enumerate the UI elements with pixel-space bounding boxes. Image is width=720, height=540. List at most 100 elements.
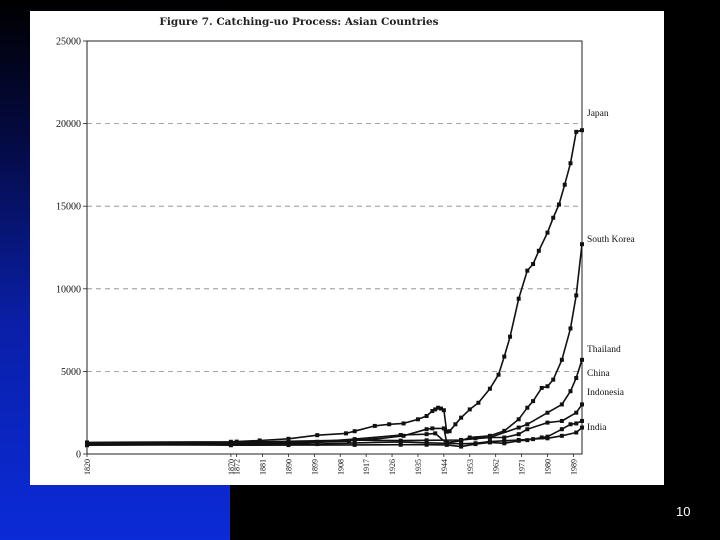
data-point-south-korea bbox=[525, 405, 530, 410]
y-tick-label: 25000 bbox=[56, 37, 81, 48]
data-point-japan bbox=[424, 414, 429, 419]
y-tick-label: 15000 bbox=[56, 202, 81, 213]
data-point-india bbox=[574, 430, 579, 435]
x-tick-label: 1820 bbox=[83, 459, 92, 475]
data-point-china bbox=[559, 427, 564, 432]
data-point-south-korea bbox=[424, 427, 429, 432]
data-point-indonesia bbox=[459, 437, 464, 442]
series-label-indonesia: Indonesia bbox=[587, 388, 625, 398]
data-point-japan bbox=[580, 128, 584, 133]
data-point-japan bbox=[467, 407, 472, 412]
data-point-india bbox=[85, 443, 89, 448]
series-line-japan bbox=[86, 129, 583, 444]
data-point-india bbox=[228, 442, 233, 447]
data-point-indonesia bbox=[502, 435, 507, 440]
data-point-south-korea bbox=[545, 384, 550, 389]
data-point-india bbox=[531, 437, 536, 442]
x-tick-label: 1917 bbox=[362, 459, 371, 475]
data-point-japan bbox=[496, 372, 501, 377]
x-tick-label: 1881 bbox=[259, 459, 268, 475]
y-tick-label: 10000 bbox=[56, 284, 81, 295]
x-tick-label: 1872 bbox=[233, 459, 242, 475]
data-point-indonesia bbox=[574, 410, 579, 415]
data-point-india bbox=[459, 441, 464, 446]
data-point-south-korea bbox=[502, 428, 507, 433]
data-point-china bbox=[580, 418, 584, 423]
series-line-thailand bbox=[86, 359, 583, 446]
data-point-japan bbox=[536, 248, 541, 253]
series-lines bbox=[85, 128, 584, 449]
data-point-japan bbox=[459, 415, 464, 420]
data-point-indonesia bbox=[516, 432, 521, 437]
y-tick-label: 5000 bbox=[61, 367, 81, 378]
data-point-india bbox=[352, 440, 357, 445]
x-tick-label: 1980 bbox=[543, 459, 552, 475]
data-point-indonesia bbox=[352, 437, 357, 442]
data-point-thailand bbox=[568, 389, 573, 394]
data-point-japan bbox=[401, 421, 406, 426]
data-point-japan bbox=[352, 429, 357, 434]
data-point-south-korea bbox=[467, 435, 472, 440]
data-point-south-korea bbox=[551, 377, 556, 382]
data-point-japan bbox=[556, 202, 561, 207]
data-point-japan bbox=[525, 268, 530, 273]
data-point-india bbox=[502, 438, 507, 443]
series-label-thailand: Thailand bbox=[587, 345, 621, 355]
series-label-china: China bbox=[587, 369, 610, 379]
data-point-south-korea bbox=[401, 433, 406, 438]
data-point-japan bbox=[257, 438, 262, 443]
data-point-japan bbox=[551, 215, 556, 220]
y-tick-label: 0 bbox=[76, 450, 81, 461]
y-tick-label: 20000 bbox=[56, 119, 81, 130]
data-point-india bbox=[559, 433, 564, 438]
data-point-south-korea bbox=[531, 399, 536, 404]
data-point-japan bbox=[568, 161, 573, 166]
data-point-india bbox=[315, 442, 320, 447]
data-point-indonesia bbox=[424, 432, 429, 437]
data-point-japan bbox=[545, 230, 550, 235]
data-point-china bbox=[574, 421, 579, 426]
data-point-india bbox=[398, 439, 403, 444]
y-tick-labels: 0 5000 10000 15000 20000 25000 bbox=[56, 37, 81, 461]
data-point-japan bbox=[415, 417, 420, 422]
data-point-japan bbox=[502, 354, 507, 359]
series-line-indonesia bbox=[87, 403, 583, 445]
slide-number: 10 bbox=[676, 504, 691, 519]
data-point-south-korea bbox=[516, 417, 521, 422]
data-point-thailand bbox=[580, 357, 584, 362]
data-point-thailand bbox=[574, 376, 579, 381]
series-labels: Japan South Korea Thailand China Indonesia In… bbox=[587, 109, 636, 433]
data-point-thailand bbox=[525, 422, 530, 427]
data-point-india bbox=[487, 439, 492, 444]
x-tick-label: 1870 bbox=[227, 459, 236, 475]
data-point-south-korea bbox=[346, 439, 351, 444]
data-point-japan bbox=[372, 423, 377, 428]
x-tick-label: 1989 bbox=[569, 459, 578, 475]
data-point-china bbox=[502, 441, 507, 446]
data-point-china bbox=[568, 422, 573, 427]
data-point-south-korea bbox=[580, 242, 584, 247]
data-point-south-korea bbox=[539, 385, 544, 390]
series-label-japan: Japan bbox=[587, 109, 609, 119]
data-point-indonesia bbox=[525, 427, 530, 432]
data-point-india bbox=[473, 441, 478, 446]
data-point-japan bbox=[433, 407, 438, 412]
data-point-indonesia bbox=[473, 436, 478, 441]
data-point-japan bbox=[574, 129, 579, 134]
data-point-japan bbox=[387, 422, 392, 427]
data-point-india bbox=[444, 441, 449, 446]
data-point-india bbox=[580, 425, 584, 430]
x-tick-label: 1935 bbox=[414, 459, 423, 475]
data-point-japan bbox=[476, 400, 481, 405]
data-point-indonesia bbox=[487, 435, 492, 440]
data-point-japan bbox=[441, 408, 446, 413]
data-point-japan bbox=[508, 334, 513, 339]
data-point-china bbox=[459, 444, 464, 449]
plot-frame bbox=[86, 40, 583, 455]
data-point-thailand bbox=[424, 438, 429, 443]
data-point-indonesia bbox=[315, 439, 320, 444]
data-point-japan bbox=[444, 429, 449, 434]
data-point-indonesia bbox=[580, 402, 584, 407]
data-point-china bbox=[539, 435, 544, 440]
data-point-japan bbox=[447, 429, 452, 434]
